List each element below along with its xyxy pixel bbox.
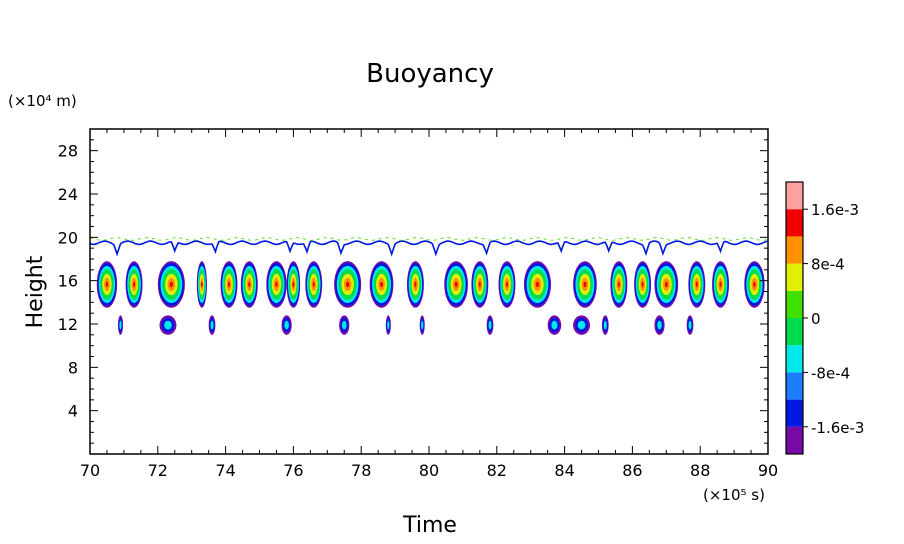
colorbar-swatch [786,345,803,373]
convective-cell [688,261,706,308]
y-tick-label: 8 [68,358,78,377]
y-tick-labels: 4 8 12 16 20 24 28 [58,142,78,421]
x-tick-labels: 70 72 74 76 78 80 82 84 86 88 90 [80,461,778,480]
low-patch [117,315,124,335]
tropopause-line [89,240,769,257]
x-tick-label: 86 [622,461,642,480]
x-tick-label: 70 [80,461,100,480]
low-patch [654,315,665,335]
y-tick-label: 4 [68,402,78,421]
x-tick-label: 74 [215,461,235,480]
colorbar-label: -8e-4 [811,364,850,382]
y-tick-label: 16 [58,272,78,291]
colorbar-labels: 1.6e-3 8e-4 0 -8e-4 -1.6e-3 [803,201,864,437]
convective-cell [523,261,552,308]
low-patch [281,315,292,335]
x-tick-label: 90 [758,461,778,480]
chart-title: Buoyancy [366,59,494,89]
x-tick-label: 80 [419,461,439,480]
colorbar-swatch [786,263,803,291]
convective-cell [744,261,765,308]
convective-cell [220,261,238,308]
y-tick-label: 24 [58,185,78,204]
low-patch [601,315,609,335]
y-tick-label: 28 [58,142,78,161]
convective-cell [654,261,679,308]
convective-cell [471,261,489,308]
convective-cell [712,261,730,308]
convective-cell [286,261,301,308]
plot-frame [89,128,769,455]
convective-cell [406,261,424,308]
x-tick-label: 88 [690,461,710,480]
convective-cell [610,261,628,308]
convective-cell [240,261,258,308]
low-patch [547,315,562,335]
colorbar-swatch [786,182,803,210]
convective-cell [157,261,185,308]
x-tick-label: 78 [351,461,371,480]
colorbar-label: 8e-4 [811,256,845,274]
colorbar-swatch [786,318,803,346]
convective-cell [266,261,287,308]
convective-cell [305,261,323,308]
convective-cell [125,261,143,308]
x-unit-label: (×10⁵ s) [703,486,765,504]
colorbar-swatch [786,209,803,237]
x-tick-label: 72 [148,461,168,480]
convective-cell [369,261,394,308]
convective-cell [96,261,118,308]
colorbar-swatch [786,236,803,264]
colorbar [785,181,804,455]
low-patch [339,315,350,335]
low-patch [208,315,216,335]
low-patch [385,315,391,335]
y-axis-label: Height [23,255,48,328]
colorbar-swatch [786,372,803,400]
x-tick-label: 84 [554,461,574,480]
colorbar-swatch [786,290,803,318]
low-patch [573,315,591,335]
x-tick-label: 82 [487,461,507,480]
convective-cell [573,261,597,308]
colorbar-swatch [786,399,803,427]
convective-cell [444,261,468,308]
colorbar-swatch [786,426,803,454]
plot-area [89,237,769,335]
convective-cell [196,261,207,308]
tropopause-upper-contour [89,237,769,241]
x-tick-label: 76 [283,461,303,480]
colorbar-label: 0 [811,310,821,328]
low-patch [486,315,494,335]
convective-cell [498,261,516,308]
y-tick-label: 12 [58,315,78,334]
convective-cell [634,261,652,308]
y-tick-label: 20 [58,228,78,247]
colorbar-label: 1.6e-3 [811,201,859,219]
low-patch [686,315,694,335]
convective-cell [334,261,362,308]
colorbar-label: -1.6e-3 [811,419,864,437]
x-axis-label: Time [402,513,457,538]
low-patch [159,315,177,335]
low-patch [419,315,425,335]
y-unit-label: (×10⁴ m) [8,92,77,110]
